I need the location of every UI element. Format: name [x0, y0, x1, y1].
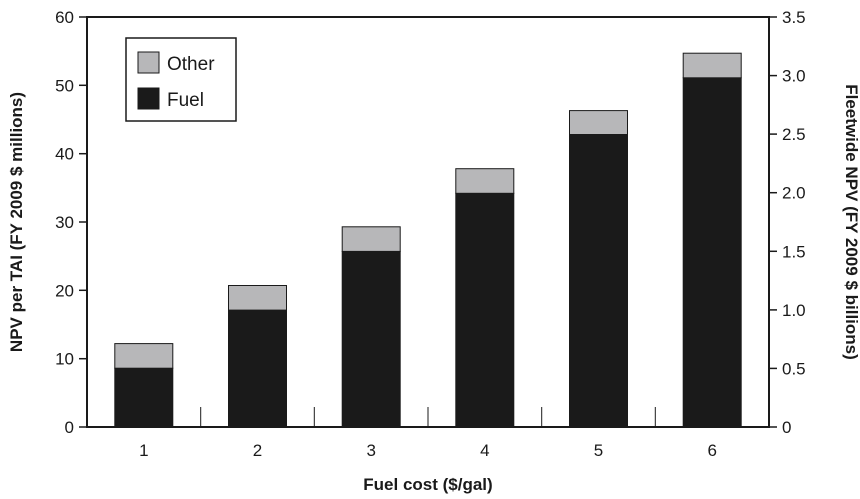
bars — [114, 52, 742, 428]
x-tick-label: 3 — [366, 441, 375, 460]
y-tick-label-right: 1.0 — [782, 301, 806, 320]
y-tick-label-right: 3.5 — [782, 8, 806, 27]
y-axis-title-right: Fleetwide NPV (FY 2009 $ billions) — [842, 84, 860, 360]
x-tick-label: 1 — [139, 441, 148, 460]
x-tick-label: 2 — [253, 441, 262, 460]
bar-fuel-6 — [682, 77, 742, 428]
y-axis-left: 0 10 20 30 40 50 60 — [55, 8, 87, 437]
x-axis-title: Fuel cost ($/gal) — [363, 475, 492, 494]
y-tick-label-right: 3.0 — [782, 67, 806, 86]
bar-other-4 — [455, 168, 515, 194]
legend: Other Fuel — [125, 37, 237, 122]
y-tick-label-right: 0.5 — [782, 359, 806, 378]
bar-other-2 — [228, 285, 287, 311]
bar-fuel-1 — [114, 367, 174, 428]
bar-other-3 — [341, 226, 401, 252]
bar-fuel-3 — [341, 250, 401, 428]
y-tick-label-right: 1.5 — [782, 242, 806, 261]
x-tick-label: 6 — [707, 441, 716, 460]
y-tick-label-left: 30 — [55, 213, 74, 232]
y-tick-label-left: 60 — [55, 8, 74, 27]
y-tick-label-right: 2.0 — [782, 184, 806, 203]
y-tick-label-right: 2.5 — [782, 125, 806, 144]
bar-fuel-5 — [569, 134, 628, 428]
legend-label-fuel: Fuel — [167, 90, 204, 111]
y-tick-label-left: 50 — [55, 76, 74, 95]
bar-other-1 — [114, 343, 174, 369]
legend-label-other: Other — [167, 54, 215, 75]
y-tick-label-left: 10 — [55, 350, 74, 369]
bar-other-6 — [682, 52, 742, 79]
legend-swatch-other — [137, 51, 160, 74]
y-tick-label-left: 40 — [55, 145, 74, 164]
y-axis-title-left: NPV per TAI (FY 2009 $ millions) — [7, 92, 26, 352]
bar-other-5 — [569, 110, 628, 135]
y-tick-label-right: 0 — [782, 418, 791, 437]
y-axis-right: 0 0.5 1.0 1.5 2.0 2.5 3.0 3.5 — [769, 8, 806, 437]
y-tick-label-left: 0 — [65, 418, 74, 437]
bar-fuel-2 — [228, 309, 287, 428]
x-axis: 1 2 3 4 5 6 — [139, 407, 717, 460]
y-tick-label-left: 20 — [55, 281, 74, 300]
bar-fuel-4 — [455, 192, 515, 428]
legend-swatch-fuel — [137, 87, 160, 110]
x-tick-label: 5 — [594, 441, 603, 460]
x-tick-label: 4 — [480, 441, 489, 460]
